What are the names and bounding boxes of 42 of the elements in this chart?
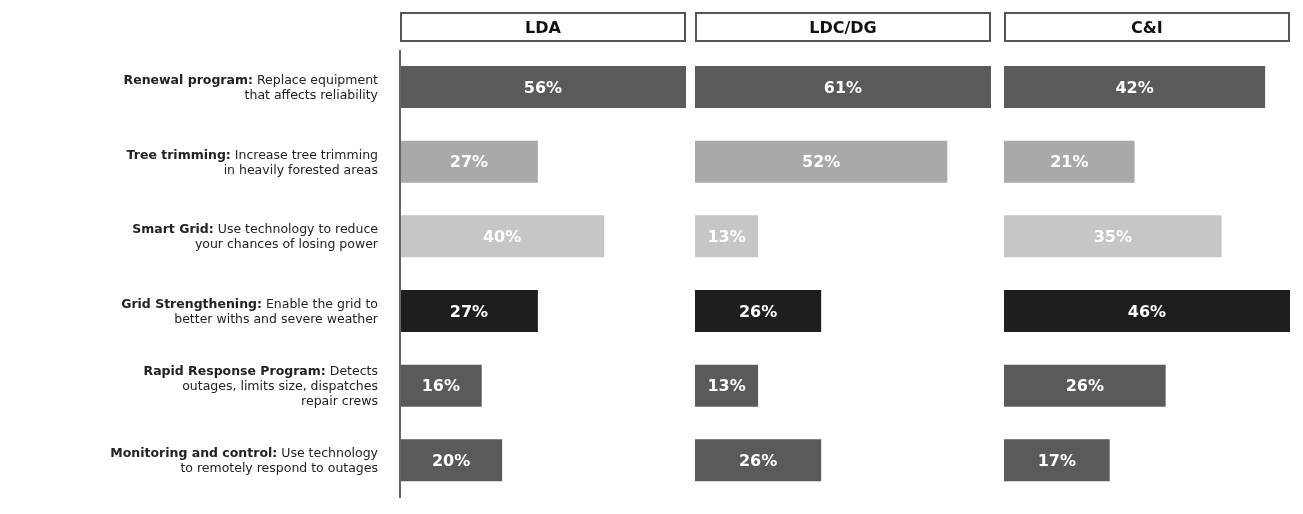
bar <box>694 364 759 407</box>
chart-title: C&I <box>1003 12 1290 42</box>
y-tick-label: Monitoring and control: Use technology to remotely respond to outages <box>110 444 379 475</box>
bar <box>694 215 759 258</box>
data-label: 61% <box>823 77 863 97</box>
data-label: 13% <box>707 376 746 396</box>
data-label: 20% <box>431 451 471 471</box>
y-tick-label: Grid Strengthening: Enable the grid to better withs and severe weather <box>121 295 379 326</box>
bar <box>694 290 822 332</box>
bar <box>1003 290 1290 332</box>
data-label: 35% <box>1093 227 1132 247</box>
chart-title: LDA <box>400 12 686 42</box>
bar <box>400 215 605 258</box>
data-label: 17% <box>1037 451 1076 471</box>
bar <box>1003 66 1266 108</box>
data-label: 27% <box>449 152 489 172</box>
bar <box>1003 140 1135 183</box>
bar <box>1003 364 1166 407</box>
data-label: 26% <box>1065 376 1104 396</box>
data-label: 52% <box>802 152 841 172</box>
y-tick-label: Tree trimming: Increase tree trimming in heavily forested areas <box>126 146 378 176</box>
chart-title: LDC/DG <box>694 12 991 42</box>
data-label: 42% <box>1115 77 1154 97</box>
bar <box>400 290 538 332</box>
data-label: 40% <box>482 227 522 247</box>
data-label: 26% <box>738 301 778 321</box>
y-tick-label: Rapid Response Program: Detects outages, limits size, dispatches repair crews <box>143 362 378 408</box>
data-label: 46% <box>1127 301 1167 321</box>
data-label: 21% <box>1050 152 1089 172</box>
y-tick-label: Smart Grid: Use technology to reduce your chances of losing power <box>132 220 379 251</box>
bar <box>694 66 991 108</box>
data-label: 16% <box>421 376 461 396</box>
data-label: 13% <box>707 227 746 247</box>
bar <box>694 439 822 482</box>
data-label: 56% <box>523 77 563 97</box>
bar <box>400 140 538 183</box>
data-label: 26% <box>738 451 778 471</box>
y-tick-label: Renewal program: Replace equipment that affects reliability <box>123 71 379 102</box>
bar <box>694 140 948 183</box>
bar <box>1003 439 1110 482</box>
data-label: 27% <box>449 301 489 321</box>
bar <box>1003 215 1222 258</box>
